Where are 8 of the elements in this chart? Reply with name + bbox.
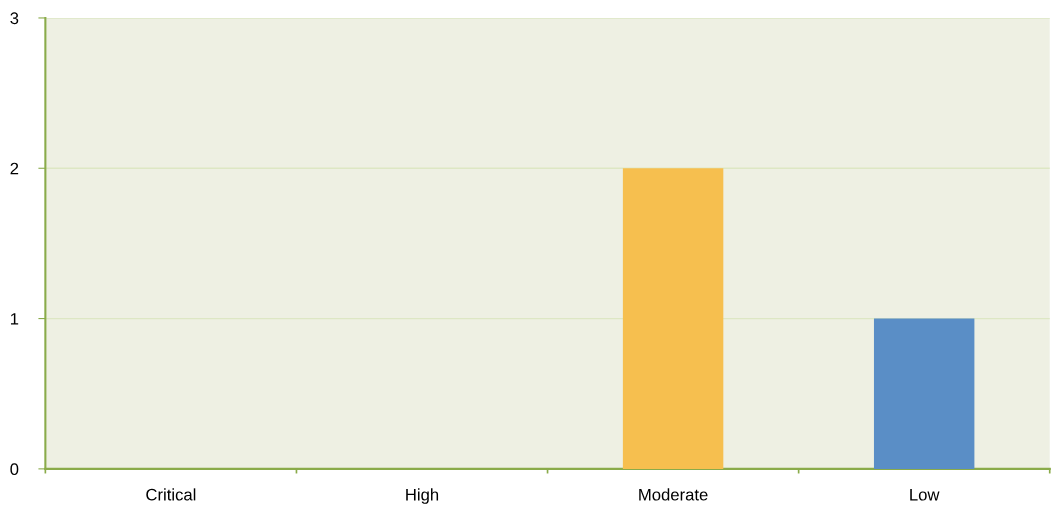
- y-tick-label: 2: [10, 162, 19, 175]
- x-tick-label: Critical: [146, 488, 196, 501]
- y-tick-label: 1: [10, 313, 19, 325]
- y-tick-label: 3: [10, 12, 19, 25]
- y-tick-label: 0: [10, 463, 19, 476]
- x-tick-label: High: [406, 488, 439, 504]
- x-tick-label: Moderate: [639, 488, 708, 501]
- x-tick-label: Low: [910, 488, 940, 501]
